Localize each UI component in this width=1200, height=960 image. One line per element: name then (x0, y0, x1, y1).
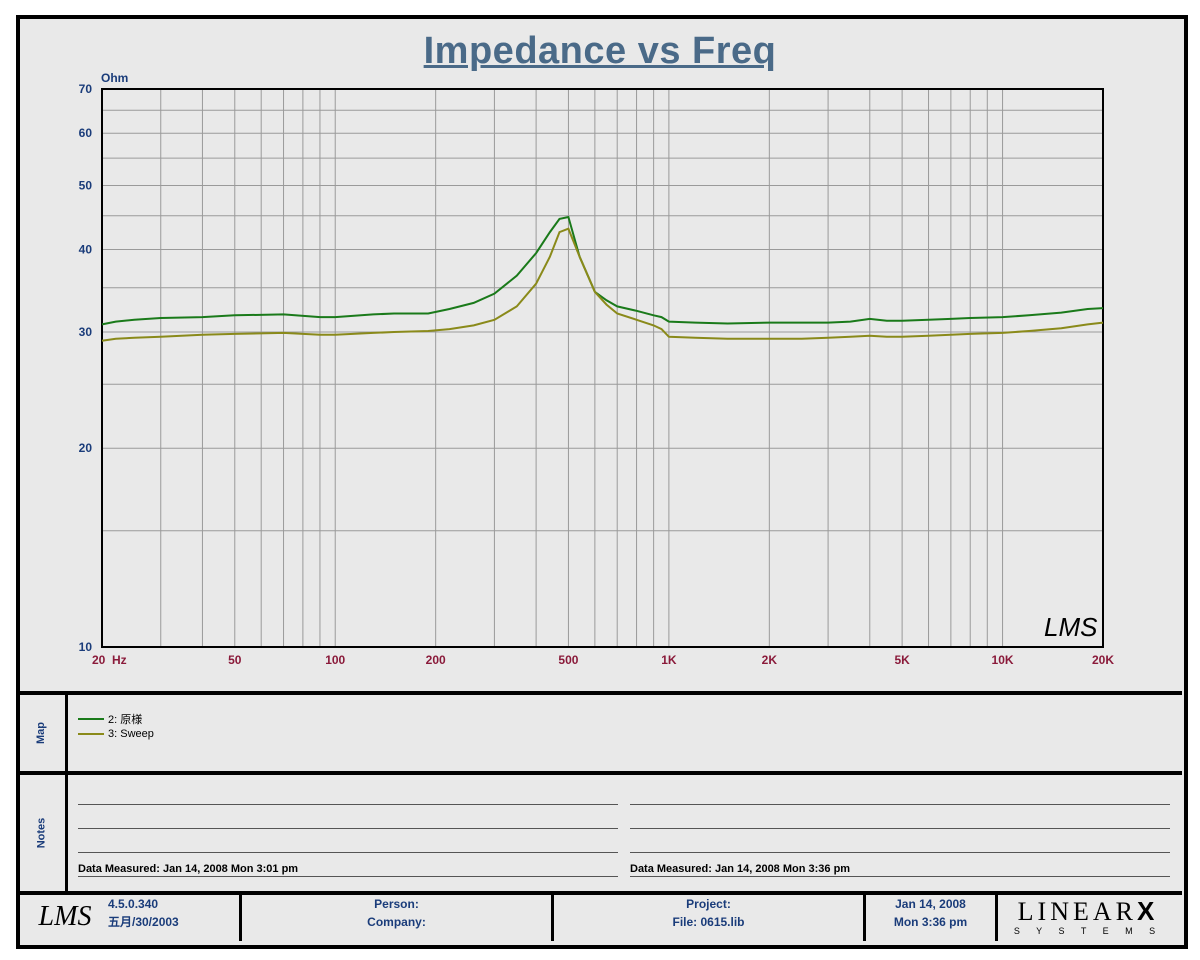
y-axis-label: Ohm (101, 71, 128, 85)
footer-lms-logo: LMS (38, 901, 92, 932)
y-tick-label: 20 (79, 441, 93, 455)
footer-brand-name: LINEARX (998, 897, 1178, 926)
y-tick-label: 10 (79, 640, 93, 654)
lms-watermark: LMS (1044, 612, 1098, 642)
footer-divider-1 (239, 895, 242, 941)
x-tick-label: 2K (762, 653, 778, 667)
x-tick-label: 500 (558, 653, 578, 667)
footer-project-block: Project: File: 0615.lib (554, 895, 863, 939)
legend-label-1: 2: 原様 (108, 714, 143, 726)
divider-side-notes (65, 775, 68, 891)
footer-brand-text: LINEAR (1017, 897, 1137, 926)
divider-notes-top (18, 771, 1182, 775)
footer-person: Person: (374, 897, 419, 911)
x-tick-label: 1K (661, 653, 677, 667)
note-line-right-1 (630, 804, 1170, 805)
series-layer (101, 215, 1104, 342)
note-line-right-4 (630, 876, 1170, 877)
footer-company: Company: (367, 915, 426, 929)
plot-border (101, 88, 1104, 648)
y-tick-label: 40 (79, 242, 93, 256)
footer-day-time: Mon 3:36 pm (893, 915, 968, 929)
note-line-right-2 (630, 828, 1170, 829)
x-tick-label: 5K (894, 653, 910, 667)
footer-version: 4.5.0.340 (108, 897, 159, 911)
footer-version-block: 4.5.0.340 五月/30/2003 (108, 895, 238, 939)
note-line-left-1 (78, 804, 618, 805)
footer-brand-block: LINEARX S Y S T E M S (998, 895, 1178, 939)
report-frame (16, 15, 1188, 949)
x-tick-label: 100 (325, 653, 345, 667)
footer-file: File: 0615.lib (672, 915, 745, 929)
divider-footer-top (18, 891, 1182, 895)
legend-item-1: 2: 原様 (78, 711, 142, 727)
divider-map-top (18, 691, 1182, 695)
grid-layer (101, 88, 1104, 648)
legend-swatch-1 (78, 718, 104, 720)
footer-project: Project: (686, 897, 731, 911)
note-measured-right: Data Measured: Jan 14, 2008 Mon 3:36 pm (630, 863, 851, 875)
footer-divider-3 (863, 895, 866, 941)
note-line-left-4 (78, 876, 618, 877)
note-measured-left: Data Measured: Jan 14, 2008 Mon 3:01 pm (78, 863, 299, 875)
note-line-right-3 (630, 852, 1170, 853)
legend-label-2: 3: Sweep (108, 728, 154, 740)
legend-swatch-2 (78, 733, 104, 735)
chart-title: Impedance vs Freq (423, 30, 777, 72)
note-line-left-2 (78, 828, 618, 829)
note-line-left-3 (78, 852, 618, 853)
footer-person-block: Person: Company: (242, 895, 551, 939)
map-section-label: Map (35, 722, 47, 744)
footer-brand-sub: S Y S T E M S (1013, 926, 1163, 936)
x-tick-label: 200 (426, 653, 446, 667)
ticks-layer: 20 Hz 50 100 200 500 1K 2K 5K 10K 20K 10 20 30 40 50 60… (79, 82, 1115, 667)
x-tick-label: 20 Hz (92, 653, 127, 667)
y-tick-label: 70 (79, 82, 93, 96)
footer-divider-4 (995, 895, 998, 941)
x-tick-label: 10K (992, 653, 1014, 667)
y-tick-label: 50 (79, 178, 93, 192)
notes-section-label: Notes (35, 817, 47, 849)
footer-version-date: 五月/30/2003 (108, 915, 179, 929)
footer-date: Jan 14, 2008 (895, 897, 966, 911)
y-tick-label: 30 (79, 325, 93, 339)
x-tick-label: 20K (1092, 653, 1114, 667)
footer-brand-x: X (1136, 896, 1159, 926)
series-line-2 (101, 227, 1104, 342)
legend-item-2: 3: Sweep (78, 728, 154, 740)
series-line-1 (101, 215, 1104, 326)
x-tick-label: 50 (228, 653, 242, 667)
impedance-chart: 20 Hz 50 100 200 500 1K 2K 5K 10K 20K 10 20 30 40 50 60… (79, 71, 1115, 667)
footer-date-block: Jan 14, 2008 Mon 3:36 pm (866, 895, 995, 939)
footer-divider-2 (551, 895, 554, 941)
divider-side-map (65, 695, 68, 771)
y-tick-label: 60 (79, 126, 93, 140)
